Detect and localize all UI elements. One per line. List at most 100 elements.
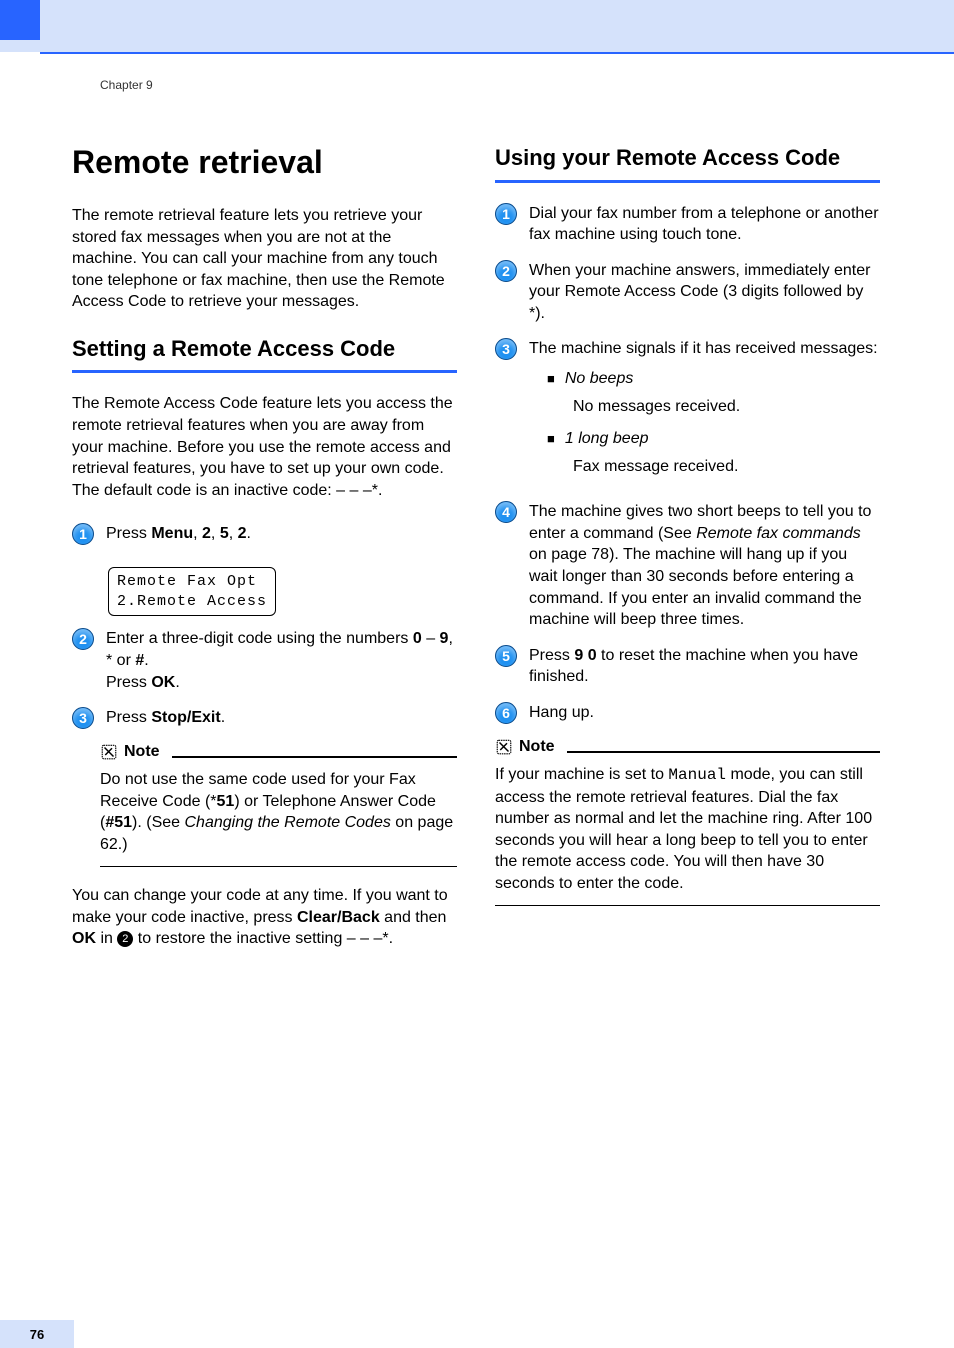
code-hash51: #51	[105, 814, 132, 831]
note-header-right: Note	[495, 738, 880, 756]
text: ,	[193, 525, 202, 542]
r-step-2: 2 When your machine answers, immediately…	[495, 260, 880, 325]
step-number-1: 1	[72, 523, 94, 545]
blue-side-tab	[0, 0, 40, 40]
text: Enter a three-digit code using the numbe…	[106, 630, 413, 647]
text: in	[96, 930, 117, 947]
r-step-1: 1 Dial your fax number from a telephone …	[495, 203, 880, 246]
r-step-4: 4 The machine gives two short beeps to t…	[495, 501, 880, 631]
note-block-right: Note If your machine is set to Manual mo…	[495, 738, 880, 906]
inline-step-ref-2: 2	[117, 931, 133, 947]
text: mode, you can still access the remote re…	[495, 766, 872, 892]
bullet-icon: ■	[547, 428, 555, 450]
step-number-3: 3	[72, 707, 94, 729]
intro-paragraph: The remote retrieval feature lets you re…	[72, 205, 457, 313]
heading-rule	[72, 370, 457, 373]
section-heading-setting: Setting a Remote Access Code	[72, 335, 457, 363]
header-rule	[40, 52, 954, 54]
lcd-line-2: 2.Remote Access	[117, 592, 267, 612]
note-body: Do not use the same code used for your F…	[100, 769, 457, 855]
menu-key: Menu	[151, 525, 193, 542]
step-number-r4: 4	[495, 501, 517, 523]
chapter-label: Chapter 9	[100, 78, 880, 92]
text: Press	[529, 647, 574, 664]
note-rule-top-right	[567, 751, 880, 753]
lcd-line-1: Remote Fax Opt	[117, 572, 267, 592]
header-band	[0, 0, 954, 52]
two-column-layout: Remote retrieval The remote retrieval fe…	[72, 144, 880, 972]
text: Press	[106, 709, 151, 726]
bullet-line: ■ 1 long beep	[547, 428, 880, 450]
r-step-3-body: The machine signals if it has received m…	[529, 338, 880, 487]
text: to restore the inactive setting – – –*.	[133, 930, 393, 947]
bullet-no-beeps: ■ No beeps No messages received.	[547, 368, 880, 418]
stop-exit-key: Stop/Exit	[151, 709, 220, 726]
r-step-2-body: When your machine answers, immediately e…	[529, 260, 880, 325]
text: If your machine is set to	[495, 766, 668, 783]
text: on page 78). The machine will hang up if…	[529, 546, 862, 628]
key-0: 0	[413, 630, 422, 647]
step-number-r1: 1	[495, 203, 517, 225]
step-3: 3 Press Stop/Exit.	[72, 707, 457, 729]
step-number-r6: 6	[495, 702, 517, 724]
step-3-body: Press Stop/Exit.	[106, 707, 457, 729]
r-step-4-body: The machine gives two short beeps to tel…	[529, 501, 880, 631]
no-beeps-label: No beeps	[565, 368, 634, 390]
step-number-r5: 5	[495, 645, 517, 667]
ref-changing-codes: Changing the Remote Codes	[185, 814, 391, 831]
note-body-right: If your machine is set to Manual mode, y…	[495, 764, 880, 895]
page-title: Remote retrieval	[72, 144, 457, 181]
text: –	[422, 630, 440, 647]
step-2-body: Enter a three-digit code using the numbe…	[106, 628, 457, 693]
bullet-line: ■ No beeps	[547, 368, 880, 390]
step-number-r3: 3	[495, 338, 517, 360]
no-beeps-desc: No messages received.	[573, 396, 880, 418]
ref-remote-fax-commands: Remote fax commands	[696, 525, 861, 542]
key-2: 2	[202, 525, 211, 542]
manual-mode: Manual	[668, 766, 726, 784]
ok-key-2: OK	[72, 930, 96, 947]
page-number-block: 76	[0, 1320, 74, 1348]
key-2b: 2	[238, 525, 247, 542]
lcd-display: Remote Fax Opt 2.Remote Access	[108, 567, 276, 616]
note-block-left: Note Do not use the same code used for y…	[72, 743, 457, 867]
text: .	[144, 652, 148, 669]
r-step-5: 5 Press 9 0 to reset the machine when yo…	[495, 645, 880, 688]
r-step-5-body: Press 9 0 to reset the machine when you …	[529, 645, 880, 688]
step-number-r2: 2	[495, 260, 517, 282]
page-content: Chapter 9 Remote retrieval The remote re…	[72, 78, 880, 972]
clear-back-key: Clear/Back	[297, 909, 380, 926]
key-90: 9 0	[574, 647, 596, 664]
section-heading-using: Using your Remote Access Code	[495, 144, 880, 172]
text: Press	[106, 674, 151, 691]
note-icon	[100, 743, 118, 761]
step-2: 2 Enter a three-digit code using the num…	[72, 628, 457, 693]
key-5: 5	[220, 525, 229, 542]
note-header: Note	[100, 743, 457, 761]
page-number: 76	[30, 1327, 44, 1342]
change-code-paragraph: You can change your code at any time. If…	[72, 885, 457, 950]
text: and then	[380, 909, 447, 926]
note-rule-top	[172, 756, 457, 758]
note-title-right: Note	[519, 738, 555, 756]
text: .	[247, 525, 251, 542]
right-column: Using your Remote Access Code 1 Dial you…	[495, 144, 880, 972]
r-step-6: 6 Hang up.	[495, 702, 880, 724]
step-1-body: Press Menu, 2, 5, 2.	[106, 523, 457, 545]
bullet-icon: ■	[547, 368, 555, 390]
text: Press	[106, 525, 151, 542]
long-beep-label: 1 long beep	[565, 428, 649, 450]
key-hash: #	[135, 652, 144, 669]
note-title: Note	[124, 743, 160, 761]
bullet-long-beep: ■ 1 long beep Fax message received.	[547, 428, 880, 478]
ok-key: OK	[151, 674, 175, 691]
text: ). (See	[132, 814, 184, 831]
note-rule-bottom-right	[495, 905, 880, 907]
note-icon	[495, 738, 513, 756]
r-step-1-body: Dial your fax number from a telephone or…	[529, 203, 880, 246]
text: .	[175, 674, 179, 691]
heading-rule-right	[495, 180, 880, 183]
r-step-3: 3 The machine signals if it has received…	[495, 338, 880, 487]
long-beep-desc: Fax message received.	[573, 456, 880, 478]
text: The machine signals if it has received m…	[529, 340, 878, 357]
